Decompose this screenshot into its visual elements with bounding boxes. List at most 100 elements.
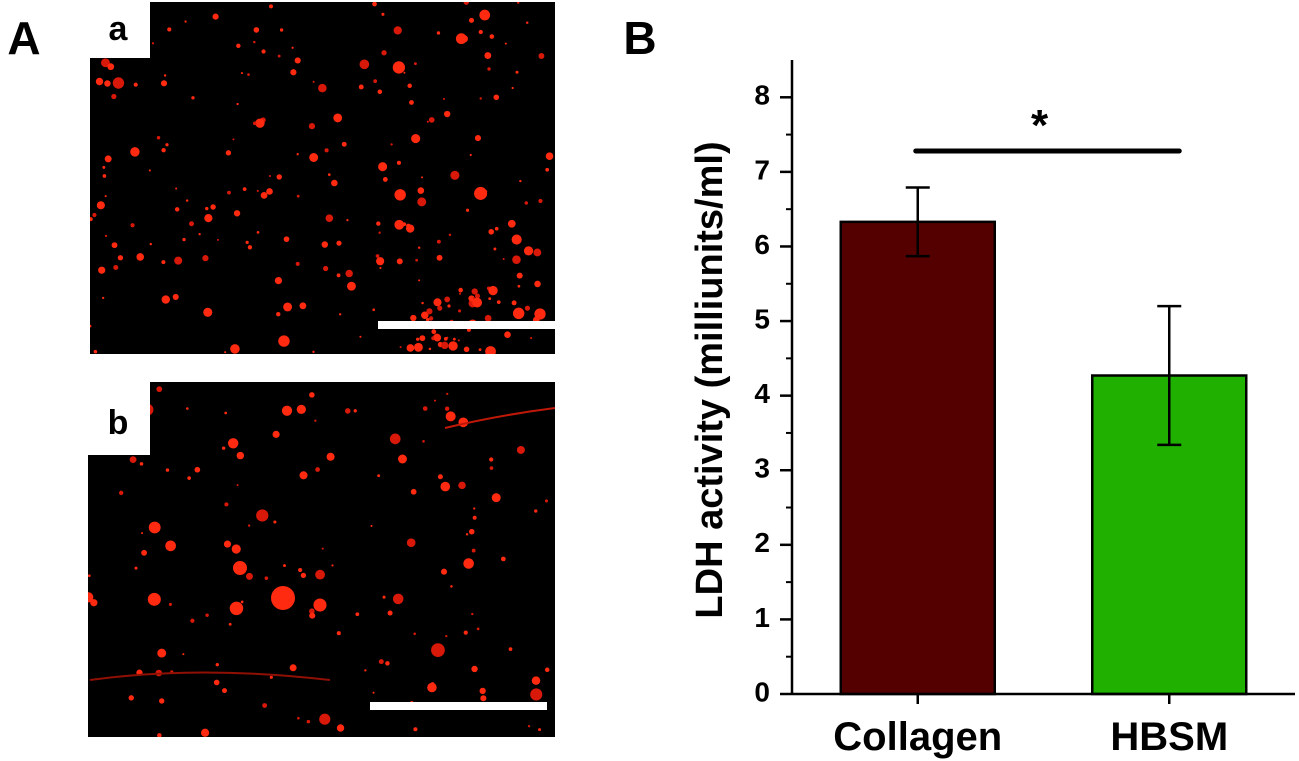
cell-spot	[228, 622, 232, 626]
cell-spot	[544, 499, 549, 503]
cell-spot	[90, 217, 93, 222]
cell-spot	[102, 174, 107, 178]
cell-spot	[323, 265, 329, 272]
cell-spot	[413, 62, 417, 66]
error-bar	[1157, 304, 1182, 447]
cell-spot	[501, 556, 506, 562]
cell-spot	[484, 52, 492, 59]
cell-spot	[256, 189, 259, 193]
cell-spot	[364, 669, 367, 672]
cell-spot	[112, 77, 125, 89]
cell-spot	[165, 468, 170, 472]
cell-spot	[313, 598, 327, 612]
cell-spot	[436, 31, 441, 35]
cell-spot	[417, 197, 427, 207]
cell-spot	[224, 502, 229, 507]
cell-spot	[392, 593, 404, 605]
cell-spot	[512, 255, 521, 264]
cell-spot	[490, 286, 495, 291]
cell-spot	[224, 351, 227, 354]
cell-spot	[440, 568, 448, 575]
cell-spot	[261, 49, 266, 54]
cell-spot	[319, 713, 331, 725]
cell-spot	[422, 439, 425, 443]
cell-spot	[326, 452, 335, 461]
cell-spot	[428, 347, 432, 351]
cell-spot	[379, 266, 382, 270]
cell-spot	[102, 165, 106, 169]
cell-spot	[321, 241, 329, 248]
cell-spot	[523, 246, 534, 256]
cell-spot	[269, 4, 273, 9]
cell-spot	[403, 71, 406, 74]
image-label: a	[109, 10, 129, 48]
cell-spot	[314, 419, 317, 422]
cell-spot	[255, 118, 265, 128]
cell-spot	[101, 58, 110, 68]
cell-spot	[229, 601, 244, 616]
cell-spot	[489, 466, 494, 470]
cell-spot	[161, 260, 166, 265]
cell-spot	[394, 189, 406, 201]
cell-spot	[437, 474, 443, 480]
cell-spot	[534, 509, 538, 513]
cell-spot	[392, 61, 406, 74]
cell-spot	[312, 80, 315, 83]
cell-spot	[472, 297, 475, 300]
cell-spot	[511, 234, 522, 245]
cell-spot	[163, 74, 167, 77]
cell-spot	[157, 648, 167, 658]
cell-spot	[174, 256, 183, 265]
cell-spot	[212, 13, 219, 20]
cell-spot	[545, 152, 554, 160]
cell-spot	[107, 63, 115, 71]
cell-spot	[478, 348, 482, 352]
cell-spot	[450, 170, 460, 180]
cell-spot	[149, 242, 153, 246]
cell-spot	[277, 54, 281, 58]
cell-spot	[370, 524, 373, 527]
cell-spot	[382, 177, 388, 182]
cell-spot	[417, 187, 425, 194]
cell-spot	[426, 308, 433, 315]
cell-spot	[182, 237, 186, 242]
cell-spot	[205, 206, 209, 211]
cell-spot	[450, 341, 453, 345]
cell-spot	[382, 595, 386, 599]
cell-spot	[405, 224, 415, 233]
cell-spot	[378, 659, 384, 665]
cell-spot	[264, 576, 269, 580]
cell-spot	[136, 253, 145, 261]
cell-spot	[427, 682, 437, 693]
cell-spot	[172, 293, 179, 300]
cell-spot	[516, 2, 520, 4]
cell-spot	[98, 266, 106, 274]
cell-spot	[488, 297, 492, 301]
y-tick-label: 3	[754, 453, 770, 484]
cell-spot	[321, 547, 324, 550]
cell-spot	[411, 314, 414, 317]
cell-spot	[378, 231, 381, 234]
cell-spot	[306, 719, 311, 724]
cell-spot	[309, 612, 316, 619]
y-tick-label: 4	[754, 378, 770, 409]
cell-spot	[296, 153, 299, 156]
cell-spot	[291, 46, 294, 49]
cell-spot	[242, 187, 247, 192]
cell-spot	[538, 728, 542, 732]
cell-spot	[128, 695, 134, 701]
cell-spot	[494, 226, 499, 231]
cell-spot	[312, 350, 315, 354]
cell-spot	[266, 188, 273, 195]
micrograph	[90, 2, 555, 354]
cell-spot	[387, 610, 393, 616]
cell-spot	[474, 135, 481, 142]
cell-spot	[493, 94, 500, 101]
cell-spot	[300, 572, 307, 579]
cell-spot	[377, 474, 381, 478]
cell-spot	[419, 335, 426, 342]
cell-spot	[481, 698, 485, 701]
cell-spot	[111, 93, 117, 100]
cell-spot	[247, 524, 251, 527]
cell-spot	[516, 445, 525, 454]
